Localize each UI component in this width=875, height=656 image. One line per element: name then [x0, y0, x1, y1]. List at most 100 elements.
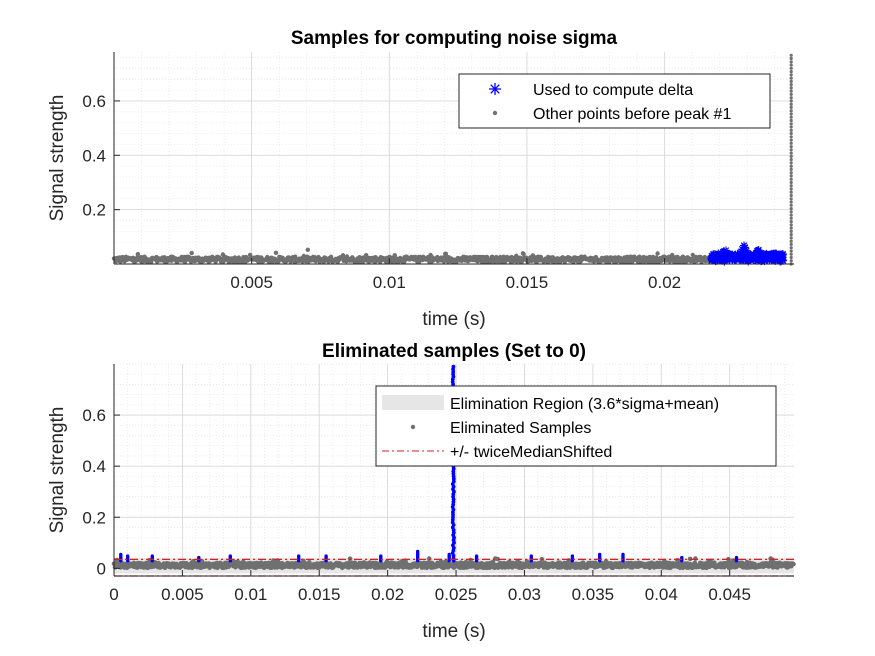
data-point: [451, 364, 456, 369]
data-point: [228, 554, 232, 558]
data-point: [789, 109, 793, 113]
x-tick-label: 0.01: [373, 273, 406, 292]
data-point: [789, 141, 793, 145]
bottom-data: [111, 364, 796, 577]
y-tick-label: 0.4: [82, 457, 106, 476]
data-point: [789, 164, 793, 168]
y-tick-label: 0.2: [82, 201, 106, 220]
y-tick-label: 0.2: [82, 508, 106, 527]
data-point: [293, 254, 298, 259]
data-point: [441, 259, 447, 264]
data-point: [789, 125, 793, 129]
data-point: [789, 246, 793, 250]
asterisk-point: [744, 249, 753, 258]
data-point: [379, 554, 383, 558]
data-point: [791, 561, 796, 567]
data-point: [495, 556, 501, 562]
bottom-axes: 0 0.005 0.01 0.015 0.02 0.025 0.03 0.035 0.04 0.0…: [47, 341, 796, 642]
data-point: [426, 556, 432, 561]
top-legend-label-delta: Used to compute delta: [533, 82, 693, 99]
data-point: [655, 251, 660, 256]
data-point: [447, 552, 451, 557]
x-tick-label: 0: [109, 585, 118, 604]
bottom-x-axis-label: time (s): [422, 621, 485, 642]
data-point: [135, 251, 141, 257]
y-tick-label: 0.6: [82, 406, 106, 425]
data-point: [789, 255, 793, 260]
data-point: [789, 207, 793, 211]
data-point: [789, 154, 793, 158]
data-point: [789, 73, 793, 77]
data-point: [789, 60, 793, 64]
data-point: [498, 254, 503, 260]
data-point: [789, 213, 793, 217]
data-point: [680, 555, 684, 560]
asterisk-point: [760, 253, 769, 262]
data-point: [789, 187, 793, 191]
x-tick-label: 0.04: [645, 585, 678, 604]
data-point: [789, 138, 793, 142]
x-tick-label: 0.015: [298, 585, 341, 604]
data-point: [324, 554, 328, 558]
x-tick-label: 0.005: [161, 585, 204, 604]
data-point: [789, 223, 793, 227]
data-point: [789, 92, 793, 96]
data-point: [276, 259, 281, 264]
data-point: [789, 233, 793, 237]
data-point: [621, 552, 625, 557]
data-point: [789, 99, 793, 103]
data-point: [789, 76, 793, 80]
legend-band-swatch-icon: [382, 395, 444, 410]
data-point: [443, 251, 449, 256]
data-point: [451, 515, 455, 520]
data-point: [789, 216, 793, 220]
asterisk-point: [727, 253, 736, 262]
data-point: [789, 171, 793, 175]
x-tick-label: 0.02: [371, 585, 404, 604]
top-legend-label-other: Other points before peak #1: [533, 106, 731, 123]
data-point: [789, 184, 793, 188]
asterisk-point: [770, 254, 779, 263]
data-point: [789, 236, 793, 240]
top-x-axis-label: time (s): [422, 309, 485, 330]
data-point: [789, 105, 793, 109]
data-point: [789, 158, 793, 162]
data-point: [273, 250, 279, 255]
top-legend-box: [458, 73, 771, 129]
legend-asterisk-icon: [489, 83, 501, 95]
data-point: [789, 226, 793, 230]
data-point: [789, 70, 793, 74]
top-data: [111, 53, 793, 266]
data-point: [789, 131, 793, 136]
top-x-ticks: 0.005 0.01 0.015 0.02: [230, 258, 681, 292]
bottom-legend: Elimination Region (3.6*sigma+mean) Elim…: [375, 385, 777, 467]
asterisk-point: [741, 243, 749, 252]
bottom-legend-label-median: +/- twiceMedianShifted: [450, 444, 612, 461]
data-point: [126, 554, 130, 558]
data-point: [789, 239, 793, 243]
data-point: [789, 63, 793, 67]
data-point: [789, 115, 793, 119]
data-point: [789, 148, 793, 152]
data-point: [789, 122, 793, 126]
data-point: [789, 210, 793, 214]
asterisk-point: [754, 246, 763, 255]
data-point: [789, 53, 793, 57]
data-point: [789, 56, 793, 61]
data-point: [638, 259, 644, 265]
data-point: [305, 247, 310, 252]
data-point: [789, 177, 793, 181]
asterisk-point: [778, 250, 787, 258]
data-point: [789, 229, 793, 233]
data-point: [328, 254, 334, 259]
data-point: [119, 552, 123, 557]
y-tick-label: 0: [97, 559, 106, 578]
data-point: [789, 102, 793, 106]
bottom-x-ticks: 0 0.005 0.01 0.015 0.02 0.025 0.03 0.035 0.04 0.0…: [109, 570, 751, 604]
data-point: [451, 479, 456, 484]
asterisk-point: [710, 253, 719, 262]
data-point: [789, 259, 793, 263]
data-point: [789, 180, 793, 185]
data-point: [789, 190, 793, 194]
